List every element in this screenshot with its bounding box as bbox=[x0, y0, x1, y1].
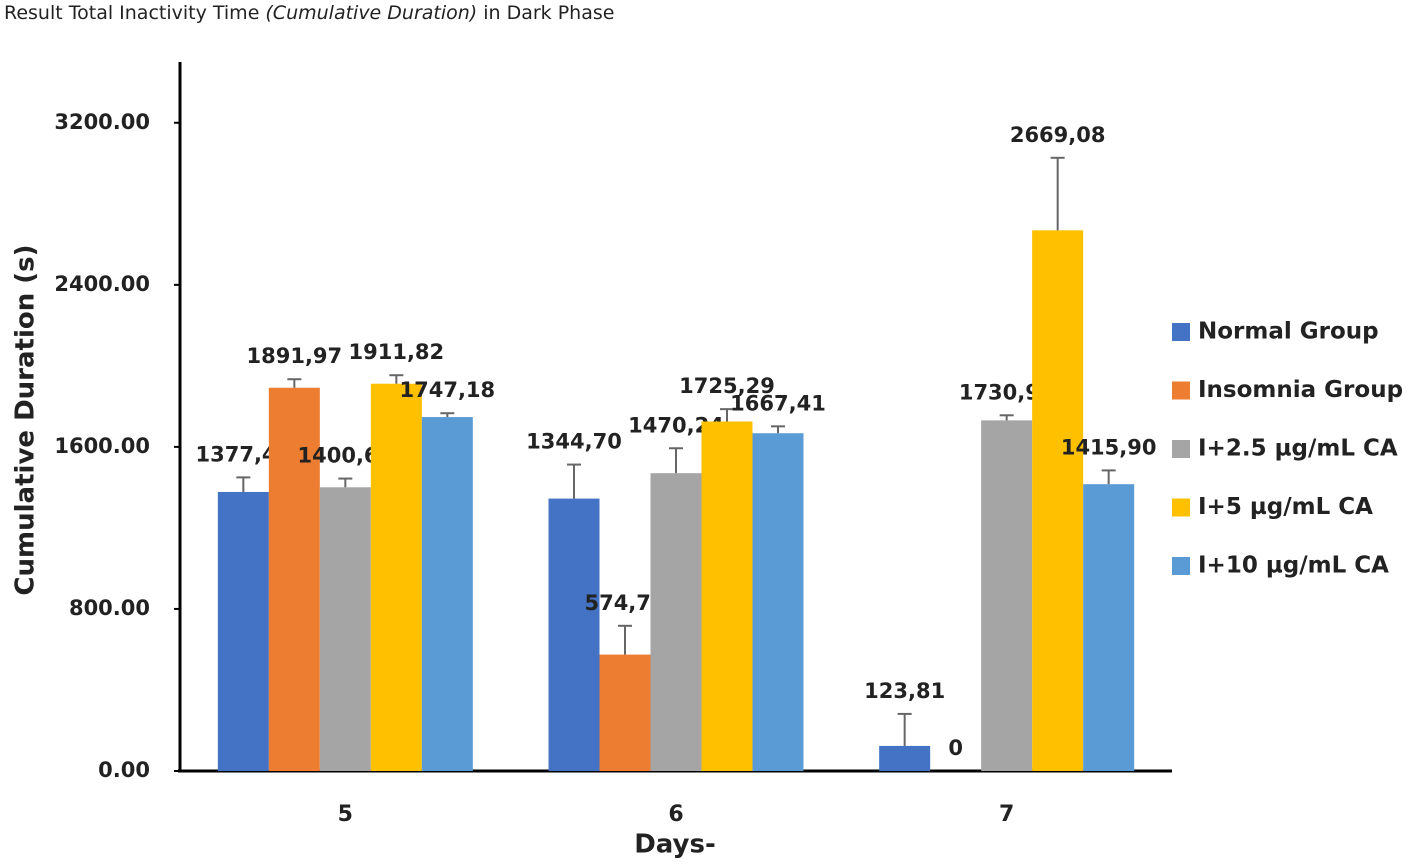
x-tick-label: 6 bbox=[668, 802, 683, 827]
data-label: 1667,41 bbox=[730, 391, 826, 415]
y-tick-label: 0.00 bbox=[98, 758, 150, 782]
data-label: 1911,82 bbox=[349, 340, 445, 364]
bar bbox=[752, 433, 804, 771]
legend-swatch bbox=[1172, 440, 1190, 458]
bar bbox=[879, 745, 931, 771]
data-label: 123,81 bbox=[864, 679, 945, 703]
data-label: 2669,08 bbox=[1010, 123, 1106, 147]
chart-title: Result Total Inactivity Time (Cumulative … bbox=[4, 2, 614, 24]
y-tick-label: 3200.00 bbox=[54, 110, 150, 134]
data-label: 1344,70 bbox=[526, 430, 622, 454]
bar bbox=[548, 498, 600, 771]
bar bbox=[701, 421, 753, 771]
bar bbox=[981, 420, 1033, 771]
legend-label: I+2.5 µg/mL CA bbox=[1198, 436, 1398, 462]
legend-swatch bbox=[1172, 323, 1190, 341]
data-label: 1415,90 bbox=[1061, 435, 1157, 459]
bar bbox=[650, 473, 702, 771]
x-tick-label: 5 bbox=[338, 802, 353, 827]
data-label: 0 bbox=[948, 736, 963, 760]
bar bbox=[268, 387, 320, 771]
bar bbox=[1083, 484, 1135, 771]
legend-swatch bbox=[1172, 557, 1190, 575]
bar bbox=[421, 417, 473, 771]
legend-label: Insomnia Group bbox=[1198, 377, 1403, 403]
x-axis-title: Days- bbox=[634, 830, 716, 860]
y-tick-label: 2400.00 bbox=[54, 272, 150, 296]
bar bbox=[319, 487, 371, 771]
y-tick-label: 1600.00 bbox=[54, 434, 150, 458]
legend-swatch bbox=[1172, 381, 1190, 400]
legend-swatch bbox=[1172, 498, 1190, 517]
x-tick-label: 7 bbox=[999, 802, 1014, 827]
data-label: 1747,18 bbox=[400, 378, 496, 402]
legend-label: I+5 µg/mL CA bbox=[1198, 494, 1373, 520]
bar bbox=[370, 383, 422, 771]
y-axis-title: Cumulative Duration (s) bbox=[11, 244, 41, 595]
y-tick-label: 800.00 bbox=[69, 596, 150, 620]
legend-label: Normal Group bbox=[1198, 319, 1379, 345]
bar bbox=[217, 491, 269, 771]
data-label: 1725,29 bbox=[679, 374, 775, 398]
bar bbox=[1032, 230, 1084, 771]
title-part: (Cumulative Duration) bbox=[265, 2, 477, 24]
title-part: Result Total Inactivity Time bbox=[4, 2, 259, 24]
data-label: 1891,97 bbox=[247, 344, 343, 368]
legend-label: I+10 µg/mL CA bbox=[1198, 553, 1389, 579]
bar bbox=[599, 654, 651, 771]
title-part: in Dark Phase bbox=[483, 2, 614, 24]
